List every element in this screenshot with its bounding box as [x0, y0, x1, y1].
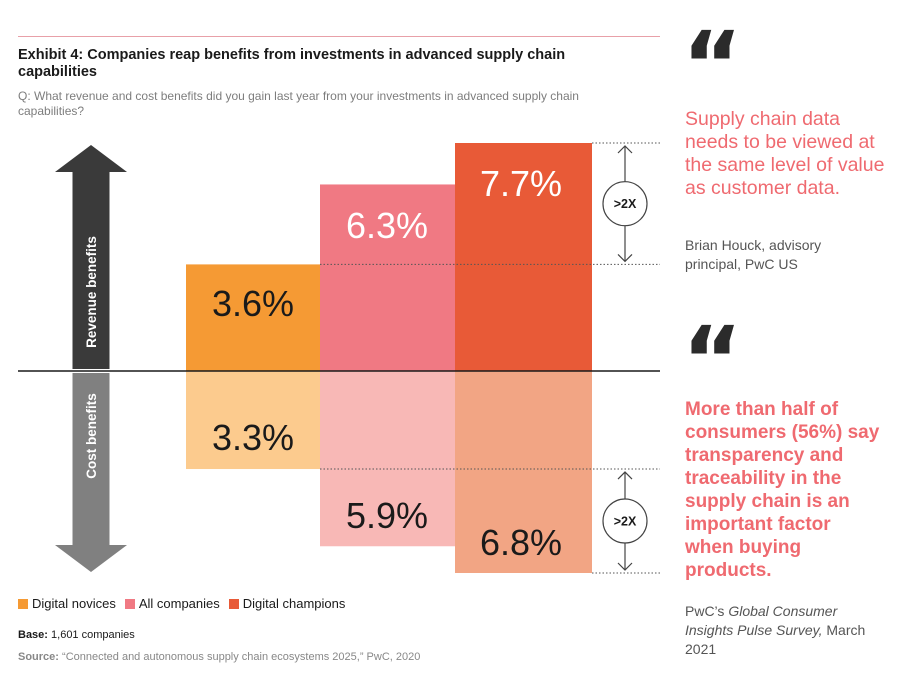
revenue-multiplier-arrowhead-down: [617, 253, 633, 263]
revenue-bar-champions: [455, 143, 592, 371]
base-note: Base: 1,601 companies: [18, 629, 135, 641]
cost-axis-label: Cost benefits: [84, 393, 99, 479]
quote-2-attr-title: Global Consumer Insights Pulse Survey,: [685, 603, 838, 638]
revenue-axis-arrow: [55, 145, 127, 369]
quote-2-attr-suffix: March 2021: [685, 622, 866, 657]
revenue-label-all: 6.3%: [346, 205, 428, 246]
cost-label-novices: 3.3%: [212, 417, 294, 458]
legend: Digital novices All companies Digital ch…: [18, 596, 354, 611]
legend-item-champions: Digital champions: [228, 596, 346, 611]
cost-bar-all: [320, 371, 455, 547]
revenue-multiplier-circle: [602, 181, 648, 227]
legend-swatch-all: [124, 598, 135, 609]
cost-axis-arrow: [55, 373, 127, 572]
exhibit-title: Exhibit 4: Companies reap benefits from …: [18, 47, 566, 80]
cost-bar-champions: [455, 371, 592, 573]
revenue-multiplier-arrowhead-up: [617, 145, 633, 154]
cost-label-all: 5.9%: [346, 495, 428, 536]
revenue-axis-label: Revenue benefits: [84, 236, 99, 348]
legend-label-novices: Digital novices: [32, 596, 116, 611]
cost-multiplier-label: >2X: [614, 515, 637, 529]
legend-swatch-champions: [228, 598, 239, 609]
cost-label-champions: 6.8%: [480, 522, 562, 563]
revenue-label-novices: 3.6%: [212, 283, 294, 324]
quote-2-attr-prefix: PwC’s: [685, 603, 729, 619]
quote-1-attribution: Brian Houck, advisory principal, PwC US: [685, 237, 822, 272]
quote-2-attribution: PwC’s Global Consumer Insights Pulse Sur…: [685, 602, 875, 659]
survey-question: Q: What revenue and cost benefits did yo…: [18, 89, 579, 118]
revenue-label-champions: 7.7%: [480, 163, 562, 204]
legend-item-novices: Digital novices: [18, 596, 116, 611]
base-text: 1,601 companies: [47, 629, 135, 641]
cost-bar-novices: [186, 371, 320, 470]
legend-swatch-novices: [18, 598, 28, 609]
legend-item-all: All companies: [124, 596, 220, 611]
legend-label-all: All companies: [138, 596, 220, 611]
top-rule: [18, 36, 660, 37]
base-label: Base:: [18, 629, 48, 641]
revenue-multiplier-label: >2X: [614, 197, 637, 211]
quote-mark-icon: “: [682, 307, 743, 414]
cost-multiplier-arrowhead-up: [617, 471, 633, 480]
source-note: Source: “Connected and autonomous supply…: [18, 651, 420, 663]
legend-label-champions: Digital champions: [242, 596, 346, 611]
quote-2-text: More than half of consumers (56%) say tr…: [685, 399, 880, 581]
source-text: “Connected and autonomous supply chain e…: [58, 651, 421, 663]
cost-multiplier-circle: [602, 498, 648, 544]
quote-1-text: Supply chain data needs to be viewed at …: [685, 108, 885, 199]
quote-mark-icon: “: [682, 12, 743, 119]
cost-multiplier-arrowhead-down: [617, 562, 633, 571]
source-label: Source:: [18, 651, 59, 663]
revenue-bar-novices: [186, 264, 320, 371]
revenue-bar-all: [320, 184, 455, 371]
